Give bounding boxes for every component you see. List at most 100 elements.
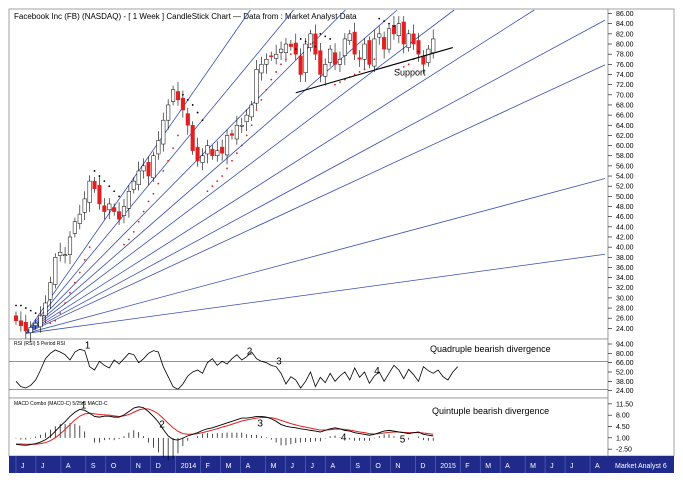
x-tick-label: O bbox=[375, 463, 381, 470]
y-tick-label: 78.00 bbox=[616, 52, 634, 59]
candle-body bbox=[53, 257, 58, 285]
psar-dot bbox=[103, 180, 106, 183]
macd-panel bbox=[8, 397, 609, 457]
psar-dot bbox=[275, 71, 278, 73]
candle-body bbox=[43, 302, 48, 316]
fan-line bbox=[25, 9, 455, 334]
candle-body bbox=[28, 327, 33, 333]
x-axis-bar bbox=[9, 456, 608, 473]
candle-body bbox=[269, 55, 274, 57]
candle-body bbox=[112, 207, 117, 212]
candle-body bbox=[377, 33, 382, 38]
y-tick-label: 84.00 bbox=[616, 21, 634, 28]
psar-dot bbox=[378, 17, 381, 20]
psar-dot bbox=[417, 50, 420, 53]
candle-body bbox=[141, 165, 146, 172]
candle-body bbox=[72, 221, 77, 234]
candle-body bbox=[298, 55, 303, 75]
psar-dot bbox=[69, 291, 71, 294]
psar-dot bbox=[373, 58, 376, 61]
x-tick-label: S bbox=[355, 463, 360, 470]
y-tick-label: 54.00 bbox=[616, 174, 634, 181]
psar-dot bbox=[289, 53, 292, 56]
candle-body bbox=[352, 31, 357, 55]
chart-title: Facebook Inc (FB) (NASDAQ) - [ 1 Week ] … bbox=[14, 12, 357, 21]
psar-dot bbox=[388, 22, 390, 25]
candle-body bbox=[63, 254, 68, 257]
candle-body bbox=[77, 213, 82, 224]
macd-line bbox=[15, 406, 434, 446]
x-tick-label: D bbox=[156, 463, 161, 470]
psar-dot bbox=[181, 93, 184, 96]
y-tick-label: 32.00 bbox=[616, 285, 634, 292]
candle-body bbox=[431, 38, 436, 53]
candle-body bbox=[254, 69, 259, 104]
psar-dot bbox=[54, 319, 57, 322]
macd-peak-label: 5 bbox=[400, 435, 406, 446]
x-tick-label: N bbox=[395, 463, 400, 470]
candle-body bbox=[38, 315, 43, 328]
brand-label: Market Analyst 6 bbox=[615, 463, 667, 470]
psar-dot bbox=[59, 312, 62, 315]
candle-body bbox=[131, 180, 136, 190]
y-tick-label: 52.00 bbox=[616, 370, 634, 377]
x-tick-label: M bbox=[271, 463, 277, 470]
psar-dot bbox=[88, 246, 91, 249]
candle-body bbox=[107, 203, 112, 211]
candle-body bbox=[332, 52, 338, 65]
y-tick-label: 34.00 bbox=[616, 275, 634, 282]
psar-dot bbox=[397, 68, 400, 71]
candle-body bbox=[190, 125, 195, 151]
candle-body bbox=[382, 37, 387, 50]
psar-dot bbox=[15, 304, 17, 307]
candle-body bbox=[391, 24, 396, 35]
candle-body bbox=[175, 91, 181, 101]
macd-divergence-label: Quintuple bearish divergence bbox=[432, 406, 549, 416]
psar-dot bbox=[285, 58, 287, 61]
x-tick-label: M bbox=[530, 463, 536, 470]
psar-dot bbox=[201, 119, 204, 122]
psar-dot bbox=[294, 48, 297, 50]
psar-dot bbox=[206, 190, 209, 193]
psar-dot bbox=[118, 195, 120, 198]
candle-body bbox=[323, 64, 328, 77]
x-tick-label: J bbox=[550, 463, 554, 470]
x-tick-label: D bbox=[420, 463, 425, 470]
fan-line bbox=[25, 9, 535, 334]
y-tick-label: 42.00 bbox=[616, 234, 634, 241]
candle-body bbox=[200, 155, 205, 163]
y-tick-label: 36.00 bbox=[616, 265, 634, 272]
candle-body bbox=[244, 114, 249, 122]
psar-dot bbox=[353, 73, 356, 76]
candle-body bbox=[313, 33, 318, 55]
candle-body bbox=[318, 50, 323, 75]
candle-body bbox=[362, 43, 367, 60]
candle-body bbox=[264, 59, 269, 65]
price-y-ticks: 86.00 84.00 82.00 80.00 78.00 76.00 74.00 72.00… bbox=[608, 11, 634, 333]
rsi-peak-label: 2 bbox=[247, 347, 253, 358]
psar-dot bbox=[147, 200, 150, 203]
psar-dot bbox=[78, 271, 81, 274]
macd-peak-label: 2 bbox=[159, 419, 165, 430]
psar-dot bbox=[250, 124, 253, 127]
psar-dot bbox=[260, 98, 263, 101]
candle-body bbox=[210, 148, 215, 156]
x-tick-label: O bbox=[111, 463, 117, 470]
x-axis-labels: J J A S O N D 2014 F M A M J J A S O N D 2015 F M A M J J A bbox=[15, 456, 600, 473]
y-tick-label: 44.00 bbox=[616, 224, 634, 231]
x-tick-label: M bbox=[485, 463, 491, 470]
y-tick-label: 80.00 bbox=[616, 42, 634, 49]
psar-dot bbox=[383, 20, 386, 23]
psar-dot bbox=[34, 312, 37, 315]
psar-dot bbox=[196, 111, 199, 114]
y-tick-label: 82.00 bbox=[616, 31, 634, 38]
psar-dot bbox=[339, 81, 341, 84]
y-tick-label: 46.00 bbox=[616, 214, 634, 221]
candle-body bbox=[126, 191, 131, 209]
psar-dot bbox=[172, 147, 174, 150]
candle-body bbox=[249, 104, 254, 118]
rsi-panel bbox=[8, 338, 609, 399]
candle-body bbox=[23, 322, 28, 332]
psar-dot bbox=[113, 190, 116, 193]
y-tick-label: 66.00 bbox=[616, 360, 634, 367]
